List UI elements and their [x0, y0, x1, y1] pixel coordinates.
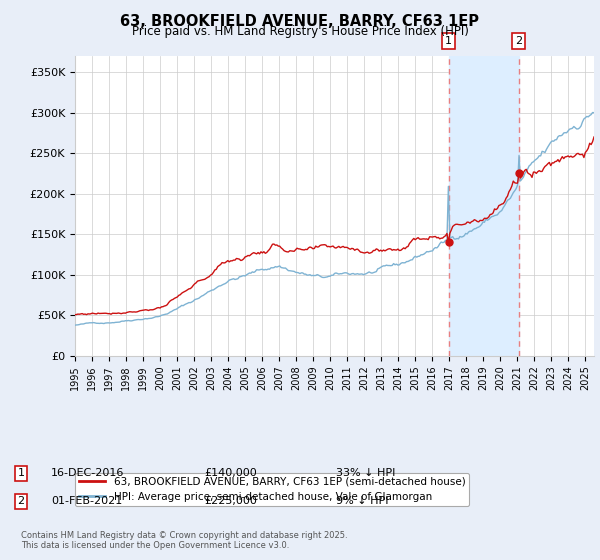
Text: 63, BROOKFIELD AVENUE, BARRY, CF63 1EP: 63, BROOKFIELD AVENUE, BARRY, CF63 1EP [121, 14, 479, 29]
Text: £225,000: £225,000 [204, 496, 257, 506]
Text: 01-FEB-2021: 01-FEB-2021 [51, 496, 122, 506]
Text: 33% ↓ HPI: 33% ↓ HPI [336, 468, 395, 478]
Bar [449, 56, 519, 356]
Text: £140,000: £140,000 [204, 468, 257, 478]
Text: 9% ↓ HPI: 9% ↓ HPI [336, 496, 389, 506]
Text: 2: 2 [515, 36, 523, 46]
Text: Contains HM Land Registry data © Crown copyright and database right 2025.
This d: Contains HM Land Registry data © Crown c… [21, 530, 347, 550]
Text: Price paid vs. HM Land Registry's House Price Index (HPI): Price paid vs. HM Land Registry's House … [131, 25, 469, 38]
Text: 1: 1 [445, 36, 452, 46]
Text: 2: 2 [17, 496, 25, 506]
Text: 1: 1 [17, 468, 25, 478]
Legend: 63, BROOKFIELD AVENUE, BARRY, CF63 1EP (semi-detached house), HPI: Average price: 63, BROOKFIELD AVENUE, BARRY, CF63 1EP (… [75, 473, 469, 506]
Text: 16-DEC-2016: 16-DEC-2016 [51, 468, 124, 478]
